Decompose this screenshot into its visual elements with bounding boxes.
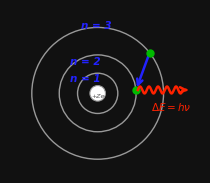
Text: +Ze: +Ze <box>91 94 104 100</box>
Text: n = 3: n = 3 <box>81 21 111 31</box>
Text: n = 2: n = 2 <box>70 57 100 67</box>
Circle shape <box>90 86 105 101</box>
Text: n = 1: n = 1 <box>70 74 100 84</box>
Text: $\Delta E = h\nu$: $\Delta E = h\nu$ <box>151 101 192 113</box>
